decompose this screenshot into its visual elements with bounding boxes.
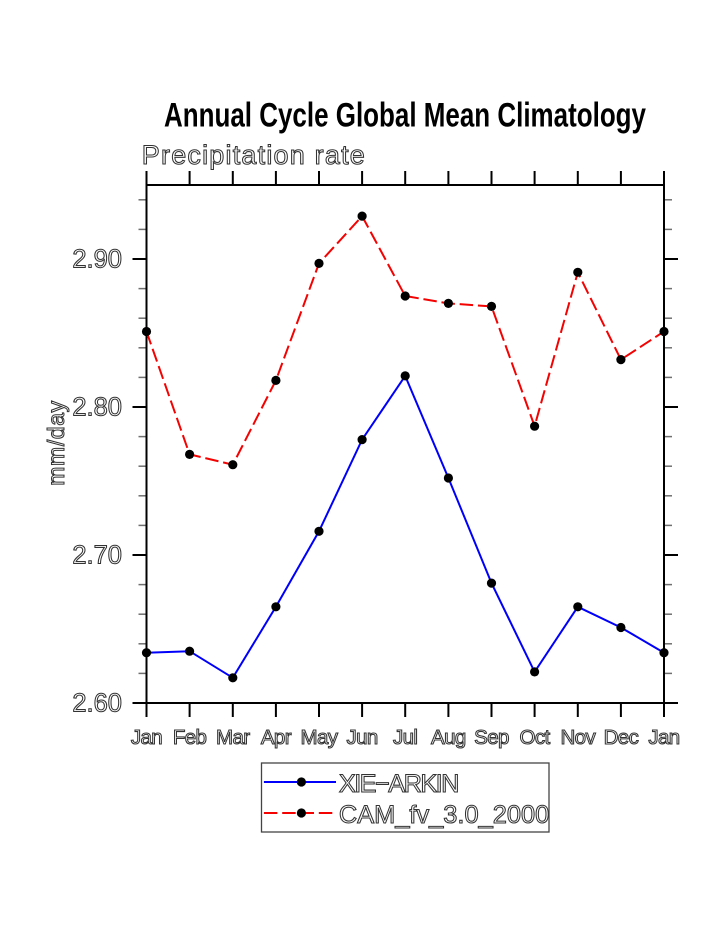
svg-text:2.70: 2.70 xyxy=(72,542,122,570)
svg-text:Jan: Jan xyxy=(131,726,162,749)
svg-text:Sep: Sep xyxy=(474,726,509,749)
svg-text:Jan: Jan xyxy=(648,726,679,749)
svg-text:Aug: Aug xyxy=(431,726,466,749)
svg-text:Apr: Apr xyxy=(261,726,292,749)
svg-text:Precipitation rate: Precipitation rate xyxy=(142,140,366,170)
svg-text:2.60: 2.60 xyxy=(72,690,122,718)
svg-text:May: May xyxy=(301,726,339,749)
svg-text:Jun: Jun xyxy=(346,726,377,749)
svg-text:Mar: Mar xyxy=(216,726,250,749)
svg-text:Dec: Dec xyxy=(604,726,639,749)
svg-text:Feb: Feb xyxy=(173,726,207,749)
svg-text:Nov: Nov xyxy=(560,726,596,749)
svg-text:2.90: 2.90 xyxy=(72,246,122,274)
svg-text:Annual Cycle Global Mean Clima: Annual Cycle Global Mean Climatology xyxy=(164,97,646,134)
svg-text:CAM_fv_3.0_2000: CAM_fv_3.0_2000 xyxy=(339,801,549,829)
svg-text:Oct: Oct xyxy=(520,726,551,749)
svg-text:2.80: 2.80 xyxy=(72,394,122,422)
svg-text:mm/day: mm/day xyxy=(43,400,69,485)
svg-text:XIE−ARKIN: XIE−ARKIN xyxy=(339,770,458,798)
svg-text:Jul: Jul xyxy=(393,726,417,749)
